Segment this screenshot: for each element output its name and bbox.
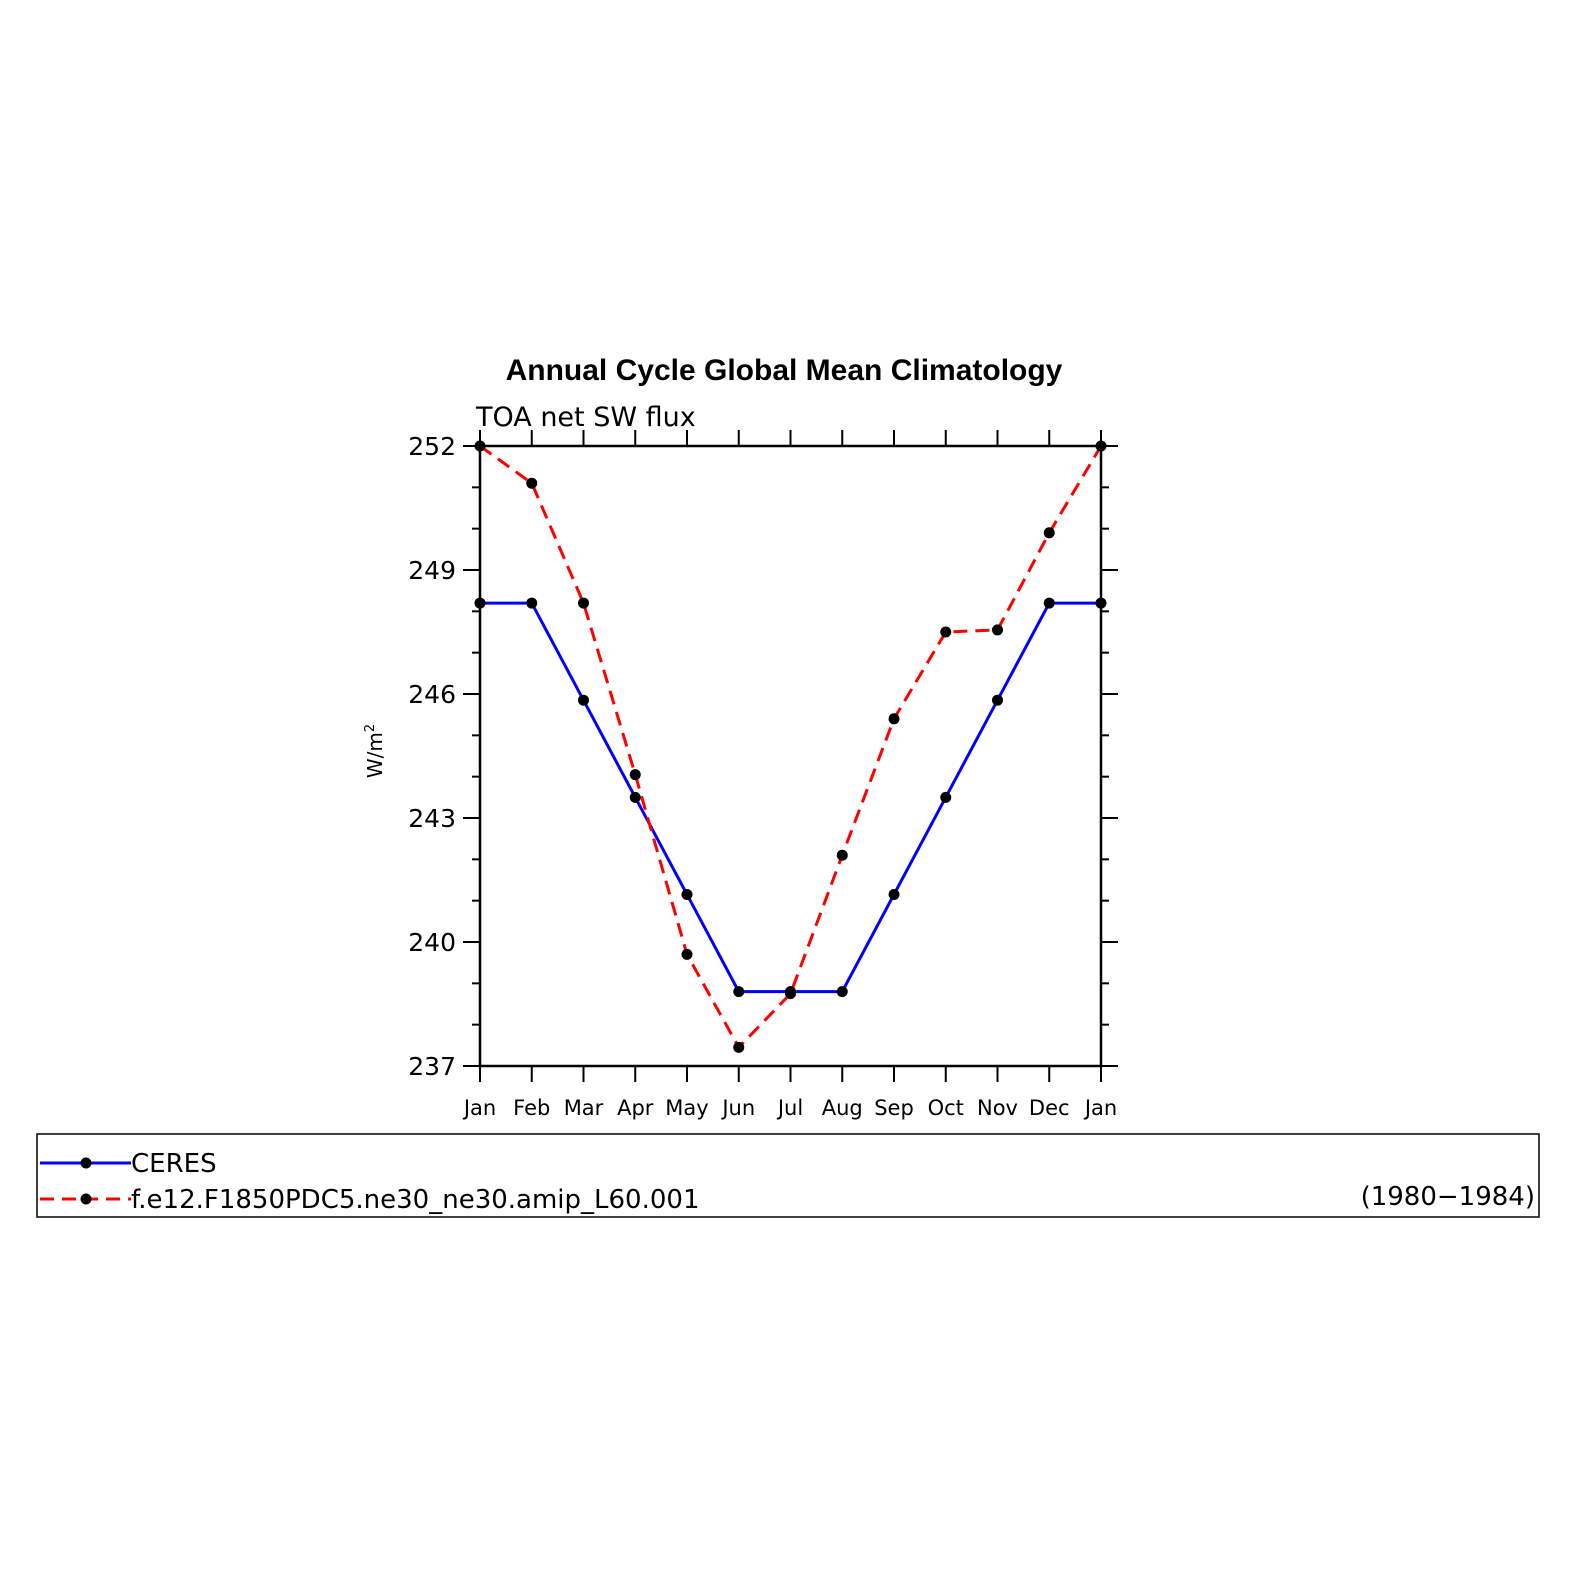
series-0-point bbox=[1043, 597, 1055, 609]
x-tick-label: Jan bbox=[1083, 1096, 1117, 1120]
y-tick-label: 252 bbox=[408, 432, 456, 461]
x-tick-label: Jun bbox=[720, 1096, 755, 1120]
series-1-point bbox=[526, 477, 538, 489]
series-0-point bbox=[526, 597, 538, 609]
series-1-point bbox=[836, 849, 848, 861]
series-0-point bbox=[474, 597, 486, 609]
chart-title: Annual Cycle Global Mean Climatology bbox=[506, 354, 1063, 387]
legend-box bbox=[36, 1133, 1540, 1218]
series-1-point bbox=[629, 769, 641, 781]
series-1-point bbox=[474, 440, 486, 452]
y-axis-label-superscript: 2 bbox=[363, 724, 378, 732]
x-tick-label: Sep bbox=[874, 1096, 914, 1120]
series-1-point bbox=[578, 597, 589, 609]
series-0-point bbox=[836, 986, 848, 998]
series-layer bbox=[474, 440, 1107, 1053]
y-tick-label: 249 bbox=[408, 556, 456, 585]
series-0-point bbox=[733, 986, 745, 998]
series-1-point bbox=[681, 948, 693, 960]
y-axis: 237 240 243 246 249 252 bbox=[408, 432, 1118, 1081]
series-0-point bbox=[578, 694, 589, 706]
x-tick-label: Feb bbox=[513, 1096, 550, 1120]
y-axis-label: W/m2 bbox=[363, 724, 387, 778]
x-tick-label: Oct bbox=[928, 1096, 964, 1120]
series-line-1 bbox=[479, 444, 1103, 1050]
series-1-point bbox=[1043, 527, 1055, 539]
series-1-point bbox=[888, 713, 900, 725]
x-tick-label: May bbox=[665, 1096, 708, 1120]
legend-date-range: (1980−1984) bbox=[1361, 1182, 1535, 1212]
x-axis: Jan Feb Mar Apr May Jun Jul Aug Sep Oct Nov Dec Jan bbox=[462, 430, 1117, 1120]
series-1-point bbox=[785, 988, 796, 1000]
series-0-point bbox=[940, 791, 952, 803]
y-tick-label: 240 bbox=[408, 928, 456, 957]
series-0-point bbox=[1095, 597, 1107, 609]
legend-label-0: CERES bbox=[131, 1149, 217, 1179]
x-tick-label: Jul bbox=[776, 1096, 803, 1120]
series-0-point bbox=[888, 888, 900, 900]
x-tick-label: Apr bbox=[617, 1096, 654, 1120]
series-1-point bbox=[992, 624, 1003, 636]
y-tick-label: 237 bbox=[408, 1052, 456, 1081]
series-1-point bbox=[940, 626, 952, 638]
legend-marker-0 bbox=[80, 1157, 92, 1169]
series-0-point bbox=[629, 791, 641, 803]
chart-subtitle: TOA net SW flux bbox=[475, 402, 696, 433]
series-0-point bbox=[992, 694, 1003, 706]
y-tick-label: 246 bbox=[408, 680, 456, 709]
x-tick-label: Nov bbox=[977, 1096, 1018, 1120]
series-1-point bbox=[733, 1041, 745, 1053]
x-tick-label: Aug bbox=[822, 1096, 863, 1120]
legend-label-1: f.e12.F1850PDC5.ne30_ne30.amip_L60.001 bbox=[131, 1185, 699, 1215]
x-tick-label: Dec bbox=[1029, 1096, 1070, 1120]
x-tick-label: Mar bbox=[564, 1096, 604, 1120]
legend-marker-1 bbox=[80, 1193, 92, 1205]
series-0-point bbox=[681, 888, 693, 900]
legend: CERES f.e12.F1850PDC5.ne30_ne30.amip_L60.… bbox=[36, 1133, 1540, 1218]
x-tick-label: Jan bbox=[462, 1096, 496, 1120]
series-line-0 bbox=[480, 601, 1101, 994]
series-1-point bbox=[1095, 440, 1107, 452]
y-tick-label: 243 bbox=[408, 804, 456, 833]
plot-frame bbox=[478, 444, 1103, 1068]
plot-axes bbox=[478, 444, 1103, 1068]
